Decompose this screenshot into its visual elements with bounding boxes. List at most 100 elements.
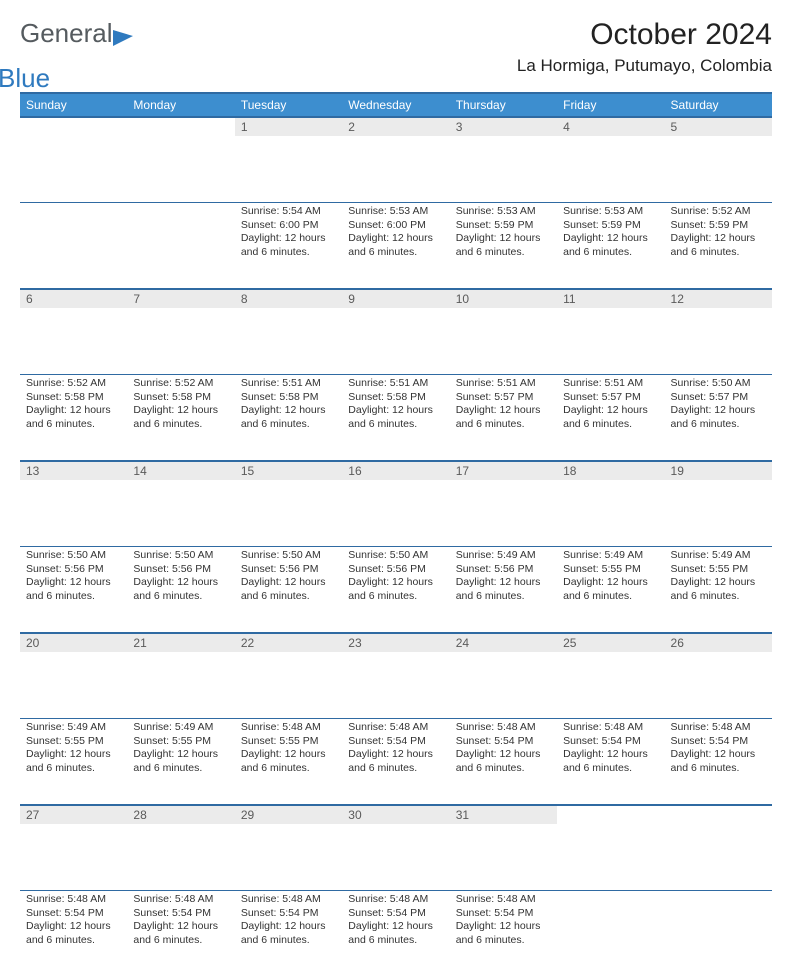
day-number: 17 [450, 461, 557, 480]
daylight-text: Daylight: 12 hours and 6 minutes. [348, 748, 443, 775]
sunset-text: Sunset: 5:54 PM [26, 907, 121, 921]
sunset-text: Sunset: 5:56 PM [456, 563, 551, 577]
day-details: Sunrise: 5:50 AMSunset: 5:56 PMDaylight:… [342, 547, 449, 610]
sunrise-text: Sunrise: 5:50 AM [348, 549, 443, 563]
daylight-text: Daylight: 12 hours and 6 minutes. [133, 404, 228, 431]
sunset-text: Sunset: 6:00 PM [241, 219, 336, 233]
sunrise-text: Sunrise: 5:53 AM [563, 205, 658, 219]
daylight-text: Daylight: 12 hours and 6 minutes. [26, 748, 121, 775]
sunset-text: Sunset: 5:58 PM [241, 391, 336, 405]
day-number: 24 [450, 633, 557, 652]
sunrise-text: Sunrise: 5:51 AM [241, 377, 336, 391]
day-number: 4 [557, 117, 664, 136]
sunrise-text: Sunrise: 5:49 AM [26, 721, 121, 735]
day-cell: Sunrise: 5:49 AMSunset: 5:56 PMDaylight:… [450, 547, 557, 633]
sunrise-text: Sunrise: 5:51 AM [563, 377, 658, 391]
page-title: October 2024 [517, 18, 772, 52]
sunset-text: Sunset: 5:54 PM [348, 907, 443, 921]
day-number-cell: 29 [235, 805, 342, 891]
day-number-cell: 4 [557, 117, 664, 203]
day-cell: Sunrise: 5:53 AMSunset: 6:00 PMDaylight:… [342, 203, 449, 289]
sunset-text: Sunset: 5:55 PM [563, 563, 658, 577]
sunrise-text: Sunrise: 5:49 AM [671, 549, 766, 563]
day-details: Sunrise: 5:50 AMSunset: 5:56 PMDaylight:… [127, 547, 234, 610]
day-number: 13 [20, 461, 127, 480]
sunrise-text: Sunrise: 5:48 AM [348, 721, 443, 735]
day-cell: Sunrise: 5:48 AMSunset: 5:54 PMDaylight:… [665, 719, 772, 805]
day-cell [20, 203, 127, 289]
sunset-text: Sunset: 5:54 PM [348, 735, 443, 749]
logo-triangle-icon [113, 30, 133, 46]
weekday-header: Thursday [450, 93, 557, 117]
day-number [127, 117, 234, 122]
day-number: 11 [557, 289, 664, 308]
day-cell: Sunrise: 5:50 AMSunset: 5:57 PMDaylight:… [665, 375, 772, 461]
day-content-row: Sunrise: 5:50 AMSunset: 5:56 PMDaylight:… [20, 547, 772, 633]
sunset-text: Sunset: 5:58 PM [348, 391, 443, 405]
day-number: 28 [127, 805, 234, 824]
day-number: 12 [665, 289, 772, 308]
day-cell: Sunrise: 5:48 AMSunset: 5:54 PMDaylight:… [20, 891, 127, 977]
day-cell [665, 891, 772, 977]
daylight-text: Daylight: 12 hours and 6 minutes. [26, 920, 121, 947]
location-subtitle: La Hormiga, Putumayo, Colombia [517, 56, 772, 76]
day-details: Sunrise: 5:49 AMSunset: 5:55 PMDaylight:… [20, 719, 127, 782]
sunrise-text: Sunrise: 5:53 AM [348, 205, 443, 219]
day-number-cell: 17 [450, 461, 557, 547]
day-details: Sunrise: 5:49 AMSunset: 5:56 PMDaylight:… [450, 547, 557, 610]
daylight-text: Daylight: 12 hours and 6 minutes. [671, 576, 766, 603]
day-number-cell [20, 117, 127, 203]
day-number-cell: 7 [127, 289, 234, 375]
day-details: Sunrise: 5:48 AMSunset: 5:54 PMDaylight:… [20, 891, 127, 954]
day-cell: Sunrise: 5:48 AMSunset: 5:54 PMDaylight:… [450, 719, 557, 805]
sunrise-text: Sunrise: 5:50 AM [671, 377, 766, 391]
sunset-text: Sunset: 5:56 PM [26, 563, 121, 577]
day-number: 16 [342, 461, 449, 480]
day-number: 31 [450, 805, 557, 824]
day-number-cell: 31 [450, 805, 557, 891]
day-number-cell: 19 [665, 461, 772, 547]
day-number-row: 12345 [20, 117, 772, 203]
day-cell [127, 203, 234, 289]
day-cell: Sunrise: 5:54 AMSunset: 6:00 PMDaylight:… [235, 203, 342, 289]
day-details: Sunrise: 5:52 AMSunset: 5:58 PMDaylight:… [127, 375, 234, 438]
sunset-text: Sunset: 5:54 PM [241, 907, 336, 921]
day-number: 18 [557, 461, 664, 480]
day-number-cell: 3 [450, 117, 557, 203]
sunrise-text: Sunrise: 5:52 AM [133, 377, 228, 391]
day-cell: Sunrise: 5:48 AMSunset: 5:55 PMDaylight:… [235, 719, 342, 805]
sunset-text: Sunset: 5:55 PM [671, 563, 766, 577]
sunrise-text: Sunrise: 5:52 AM [671, 205, 766, 219]
day-number-cell: 1 [235, 117, 342, 203]
sunset-text: Sunset: 5:54 PM [456, 907, 551, 921]
sunrise-text: Sunrise: 5:48 AM [241, 893, 336, 907]
weekday-header: Sunday [20, 93, 127, 117]
daylight-text: Daylight: 12 hours and 6 minutes. [456, 920, 551, 947]
sunset-text: Sunset: 5:59 PM [456, 219, 551, 233]
daylight-text: Daylight: 12 hours and 6 minutes. [133, 748, 228, 775]
sunset-text: Sunset: 5:59 PM [671, 219, 766, 233]
day-number-cell: 20 [20, 633, 127, 719]
day-number: 21 [127, 633, 234, 652]
sunrise-text: Sunrise: 5:48 AM [563, 721, 658, 735]
sunset-text: Sunset: 5:56 PM [241, 563, 336, 577]
day-details: Sunrise: 5:51 AMSunset: 5:58 PMDaylight:… [342, 375, 449, 438]
day-number: 25 [557, 633, 664, 652]
day-details: Sunrise: 5:48 AMSunset: 5:54 PMDaylight:… [450, 719, 557, 782]
logo-word1: General [20, 18, 113, 48]
title-block: October 2024 La Hormiga, Putumayo, Colom… [517, 18, 772, 76]
daylight-text: Daylight: 12 hours and 6 minutes. [456, 576, 551, 603]
daylight-text: Daylight: 12 hours and 6 minutes. [26, 576, 121, 603]
logo-word2: Blue [0, 63, 50, 93]
daylight-text: Daylight: 12 hours and 6 minutes. [563, 232, 658, 259]
sunset-text: Sunset: 5:55 PM [26, 735, 121, 749]
day-content-row: Sunrise: 5:48 AMSunset: 5:54 PMDaylight:… [20, 891, 772, 977]
day-number: 10 [450, 289, 557, 308]
daylight-text: Daylight: 12 hours and 6 minutes. [133, 920, 228, 947]
day-details: Sunrise: 5:48 AMSunset: 5:54 PMDaylight:… [342, 891, 449, 954]
day-number-cell: 12 [665, 289, 772, 375]
sunset-text: Sunset: 5:57 PM [671, 391, 766, 405]
day-number [557, 805, 664, 810]
day-number-cell: 16 [342, 461, 449, 547]
day-number-cell: 14 [127, 461, 234, 547]
